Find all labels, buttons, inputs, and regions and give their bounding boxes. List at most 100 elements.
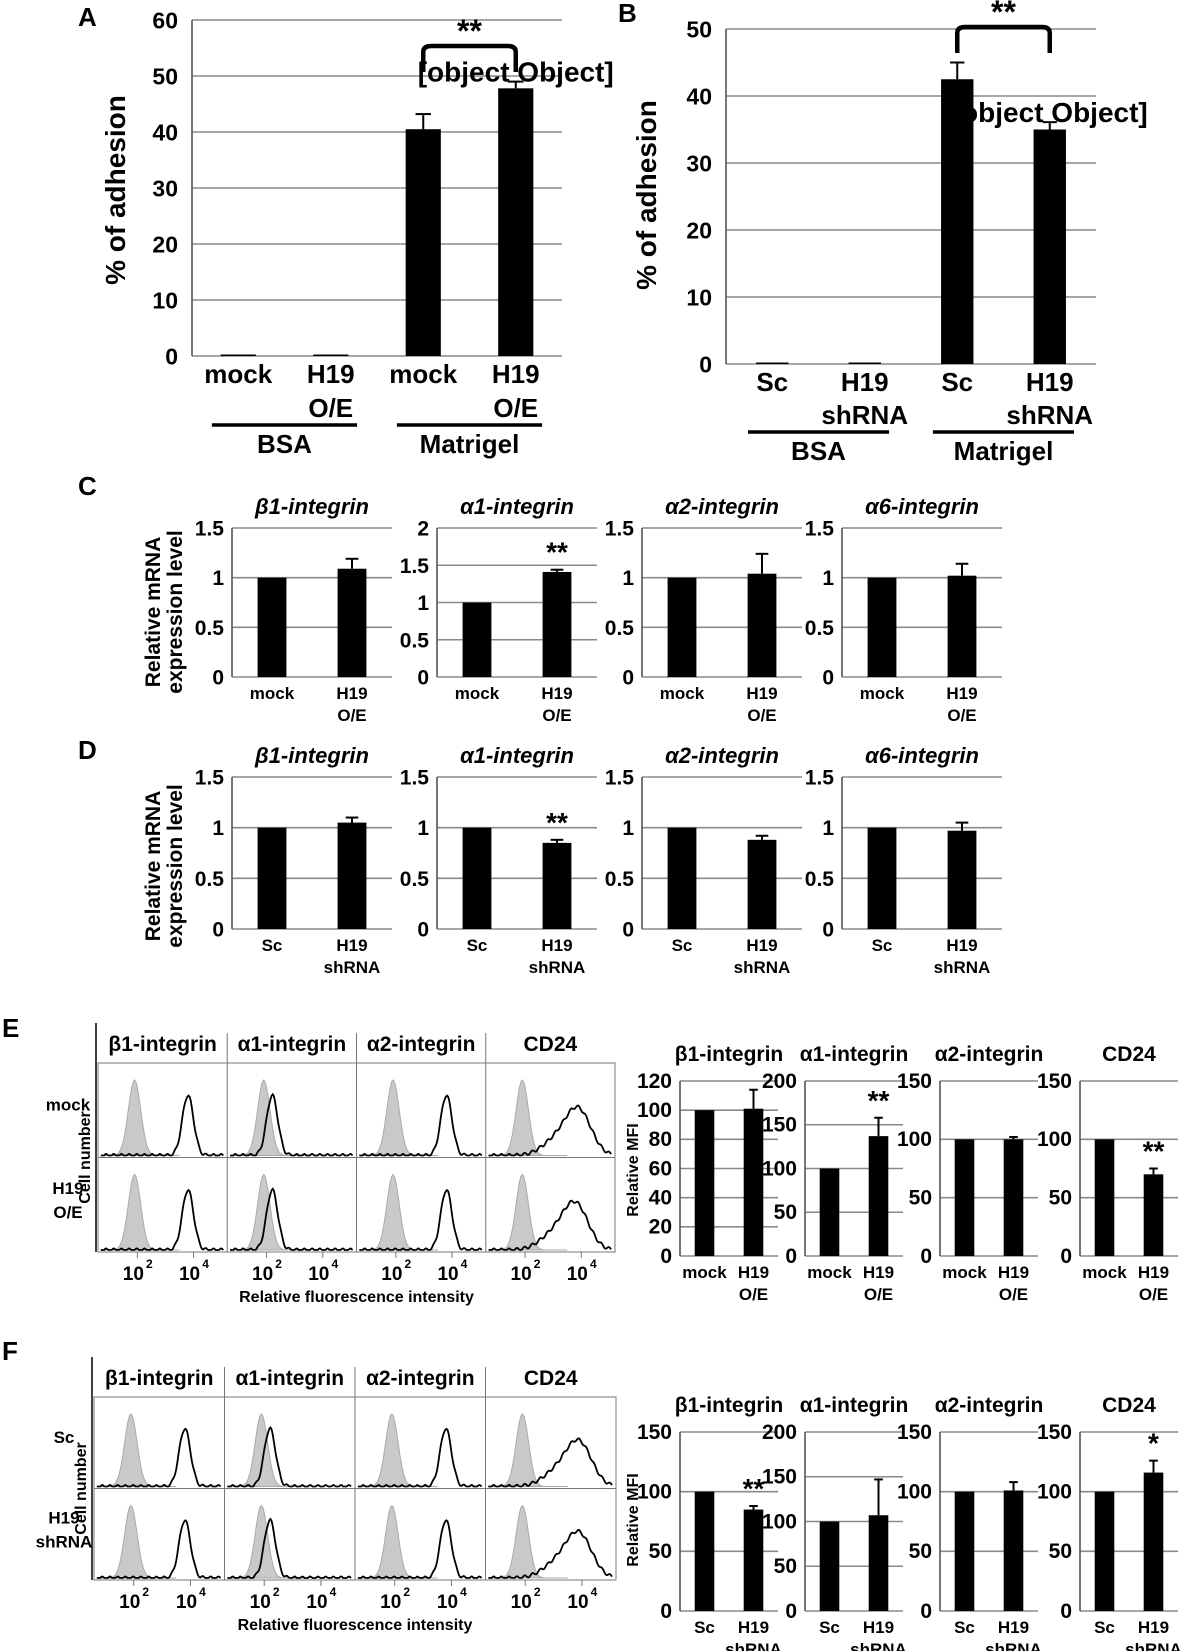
chart-a-xlabel-3-0: H19 (492, 359, 540, 389)
chart-e-flow-col-title-3: CD24 (524, 1033, 578, 1056)
chart-e-mfi-sub-3-bar-1 (1143, 1174, 1164, 1256)
chart-f-flow-row-label-1-0: H19 (48, 1508, 79, 1527)
chart-f-flow-histogram-1-0 (96, 1519, 222, 1579)
chart-f-mfi-sub-1-title: α1-integrin (800, 1394, 909, 1417)
chart-a-ytick-5: 50 (152, 63, 178, 89)
chart-d-sub-1-title: α1-integrin (460, 743, 574, 768)
chart-e-mfi-sub-3-ytick-2: 100 (1037, 1128, 1072, 1151)
chart-f-flow-isotype-0-0 (96, 1413, 177, 1487)
chart-c-sub-3-ytick-0: 0 (822, 667, 834, 690)
chart-d-sub-3-ytick-0: 0 (822, 919, 834, 942)
chart-b-ytick-1: 10 (686, 284, 712, 310)
chart-d: 0 0.5 1 1.5 Sc H19 shRNA β1-integrin 0 0.5 1 1.5 Sc H… (142, 743, 1002, 977)
chart-b-sig-bracket-0 (955, 24, 1052, 53)
chart-e-flow-xtick-base-2-0: 10 (381, 1264, 402, 1285)
chart-e-flow-xtick-base-2-1: 10 (437, 1264, 458, 1285)
chart-e-mfi-sub-0-title: β1-integrin (675, 1043, 784, 1066)
chart-b-xlabel-2-0: Sc (941, 367, 973, 397)
chart-f-mfi-sub-0-ytick-1: 50 (649, 1540, 672, 1563)
chart-d-sub-0-ytick-0: 0 (212, 919, 224, 942)
chart-c-sub-2-ytick-2: 1 (622, 567, 634, 590)
chart-b-bar-2 (941, 79, 974, 364)
chart-c-sub-0-ytick-3: 1.5 (195, 518, 225, 541)
chart-a-xlabel-1-1: O/E (308, 393, 353, 423)
chart-f-flow-histogram-1-2 (357, 1519, 483, 1579)
chart-d-ylabel-line1: Relative mRNA (142, 791, 165, 942)
chart-e-mfi-sub-0-ytick-1: 20 (649, 1216, 672, 1239)
chart-f-mfi-sub-3-xlabel-0-0: Sc (1094, 1618, 1115, 1637)
chart-f-mfi-sub-1-ytick-3: 150 (762, 1466, 797, 1489)
chart-e-mfi-sub-1-ytick-1: 50 (774, 1201, 797, 1224)
chart-d-sub-2-ytick-1: 0.5 (605, 868, 635, 891)
chart-f-mfi-sub-3-significance: * (1148, 1428, 1159, 1459)
chart-e-flow-col-title-0: β1-integrin (108, 1033, 217, 1056)
chart-f-flow-xtick-exp-1-1: 4 (330, 1585, 337, 1599)
chart-d-sub-3-title: α6-integrin (865, 743, 979, 768)
chart-f-flow-isotype-1-0 (96, 1504, 177, 1579)
chart-d-sub-0-bar-1 (337, 822, 367, 929)
chart-c-sub-0-ytick-2: 1 (212, 567, 224, 590)
chart-e-mfi-sub-0-ytick-0: 0 (660, 1245, 672, 1268)
chart-f-flow-col-title-1: α1-integrin (235, 1367, 344, 1390)
chart-f-flow-ylabel: Cell number (73, 1442, 90, 1534)
chart-f-flow-col-title-3: CD24 (524, 1367, 578, 1390)
chart-a-group-label-0: BSA (257, 429, 312, 459)
chart-a-xlabel-3-1: O/E (493, 393, 538, 423)
chart-d-sub-0-xlabel-0-0: Sc (262, 936, 283, 955)
chart-f-flow-xtick-base-2-1: 10 (437, 1592, 458, 1613)
chart-c-sub-1-title: α1-integrin (460, 494, 574, 519)
chart-e-mfi-sub-2-ytick-3: 150 (897, 1070, 932, 1093)
chart-b-significance: [object Object] (952, 97, 1148, 128)
chart-e-mfi-sub-1-bar-0 (819, 1168, 840, 1256)
chart-e-flow-histogram-0-3 (488, 1104, 612, 1157)
chart-d-sub-0-ytick-2: 1 (212, 817, 224, 840)
chart-a-ytick-3: 30 (152, 175, 178, 201)
chart-e-flow-xtick-exp-0-0: 2 (146, 1257, 153, 1271)
chart-e-flow-histogram-0-0 (100, 1094, 224, 1157)
chart-c-sub-3-bar-0 (867, 577, 897, 677)
chart-b-ytick-5: 50 (686, 16, 712, 42)
chart-e-flow-isotype-0-1 (230, 1079, 309, 1156)
chart-d-sub-3-ytick-3: 1.5 (805, 767, 835, 790)
chart-d-sub-1-xlabel-1-1: shRNA (529, 958, 586, 977)
chart-c-sub-2-ytick-3: 1.5 (605, 518, 635, 541)
chart-d-sub-0-ytick-1: 0.5 (195, 868, 225, 891)
chart-f-mfi-sub-2-ytick-3: 150 (897, 1421, 932, 1444)
chart-b-bar-3 (1033, 129, 1066, 364)
chart-f-flow-histogram-0-3 (488, 1437, 613, 1488)
chart-e-mfi-sub-3-xlabel-1-0: H19 (1138, 1263, 1169, 1282)
chart-f-mfi-sub-1-ytick-1: 50 (774, 1555, 797, 1578)
chart-a-ylabel: % of adhesion (100, 95, 131, 285)
chart-f-flow-xtick-exp-3-1: 4 (591, 1585, 598, 1599)
chart-e-flow-isotype-0-0 (100, 1079, 180, 1156)
chart-e-flow-isotype-1-1 (230, 1173, 309, 1251)
chart-d-sub-1-ytick-3: 1.5 (400, 767, 430, 790)
chart-a-sig-bracket-0 (421, 43, 518, 72)
chart-a-ytick-0: 0 (165, 343, 178, 369)
chart-c-ylabel-line2: expression level (164, 530, 187, 693)
chart-b-group-label-0: BSA (791, 436, 846, 466)
chart-e-flow-col-title-2: α2-integrin (367, 1033, 476, 1056)
chart-e-mfi-sub-1-ytick-4: 200 (762, 1070, 797, 1093)
chart-f-mfi-sub-2-xlabel-1-0: H19 (998, 1618, 1029, 1637)
chart-e-mfi-sub-3-significance: ** (1143, 1136, 1165, 1167)
chart-f-flow-histogram-0-1 (227, 1426, 352, 1488)
chart-f-flow-isotype-0-3 (488, 1413, 568, 1487)
chart-e-flow-xtick-base-0-1: 10 (179, 1264, 200, 1285)
chart-b-ylabel: % of adhesion (631, 100, 662, 290)
chart-c-sub-0-ytick-0: 0 (212, 667, 224, 690)
chart-f-mfi-sub-0-ytick-2: 100 (637, 1481, 672, 1504)
chart-d-sub-1-bar-1 (542, 842, 572, 929)
panel-label-f: F (2, 1336, 18, 1366)
chart-d-sub-2-ytick-0: 0 (622, 919, 634, 942)
chart-f-mfi-sub-2-ytick-0: 0 (920, 1600, 932, 1623)
chart-d-sub-3-bar-1 (947, 830, 977, 929)
chart-f-mfi-sub-0-bar-1 (743, 1509, 764, 1611)
chart-d-sub-0-title: β1-integrin (254, 743, 369, 768)
chart-a-ytick-2: 20 (152, 231, 178, 257)
chart-e-mfi-sub-1-bar-1 (868, 1136, 889, 1256)
chart-c-sub-2-bar-1 (747, 573, 777, 677)
chart-e-mfi-sub-2-ytick-1: 50 (909, 1187, 932, 1210)
chart-d-sub-2-title: α2-integrin (665, 743, 779, 768)
chart-f-mfi-sub-2-xlabel-1-1: shRNA (985, 1640, 1042, 1651)
